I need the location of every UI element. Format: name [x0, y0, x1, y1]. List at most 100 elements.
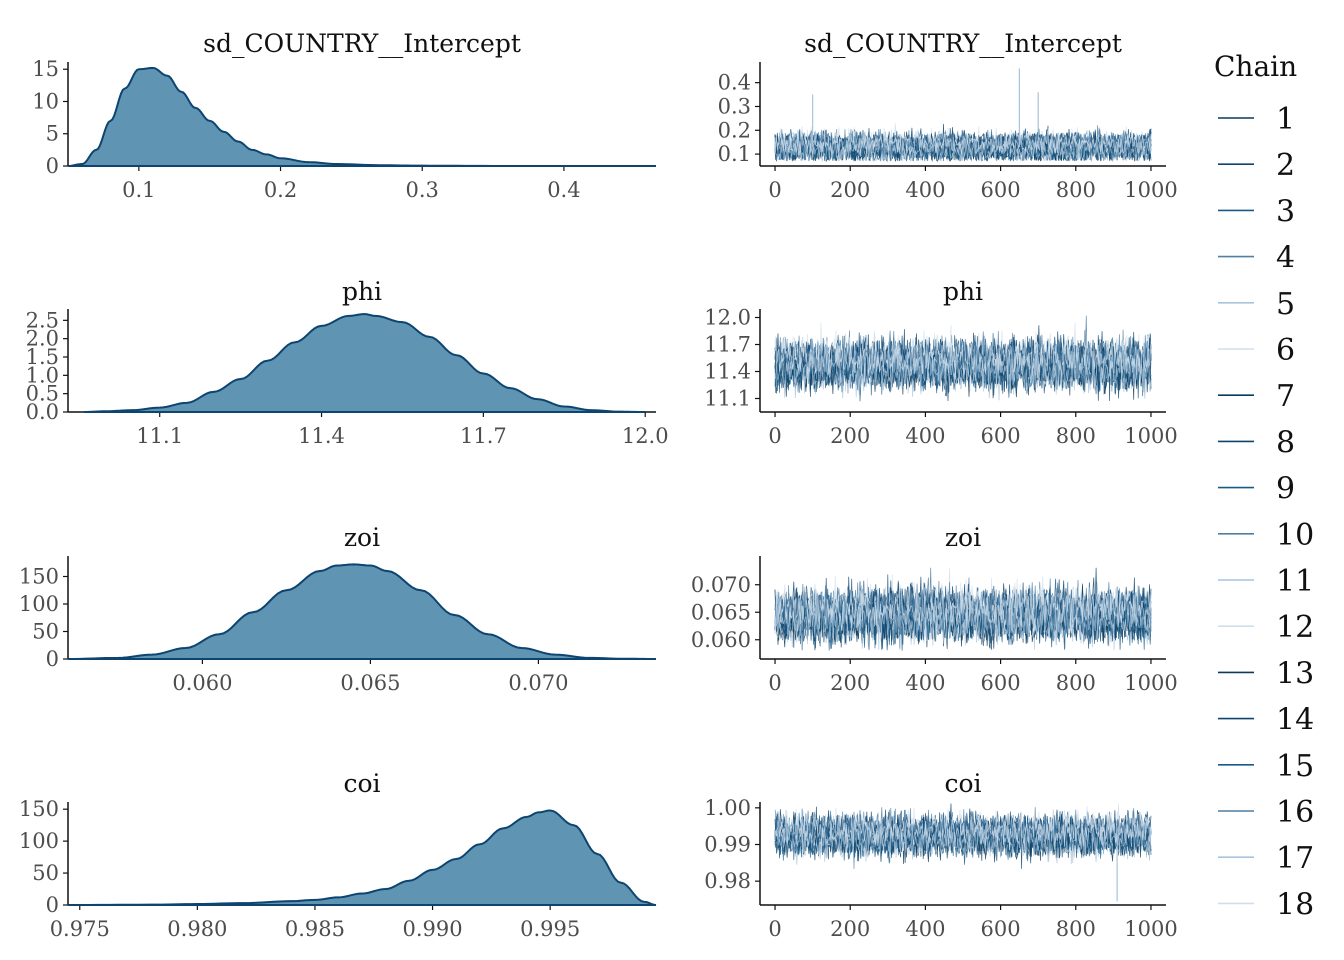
x-tick-label: 400	[905, 178, 945, 202]
y-tick-label: 100	[19, 829, 59, 853]
x-tick-label: 0.990	[402, 917, 462, 941]
trace-lines	[775, 316, 1151, 402]
legend-label-4: 4	[1276, 241, 1295, 276]
density-panel-2: phi0.00.51.01.52.02.511.1 11.4 11.7 12.0	[26, 277, 669, 448]
legend-label-3: 3	[1276, 194, 1295, 229]
y-tick-label: 10	[32, 89, 59, 113]
legend-label-1: 1	[1276, 102, 1295, 137]
x-tick-label: 0	[768, 917, 781, 941]
legend-label-14: 14	[1276, 703, 1314, 738]
x-tick-label: 600	[981, 178, 1021, 202]
x-tick-label: 600	[981, 917, 1021, 941]
y-tick-label: 0.4	[718, 71, 751, 95]
y-tick-label: 11.1	[704, 387, 751, 411]
x-tick-label: 200	[830, 671, 870, 695]
x-tick-label: 0.985	[285, 917, 345, 941]
x-tick-label: 0	[768, 671, 781, 695]
trace-lines	[775, 568, 1151, 651]
x-tick-label: 1000	[1124, 424, 1177, 448]
legend-label-18: 18	[1276, 887, 1314, 922]
trace-lines	[775, 68, 1151, 161]
x-tick-label: 600	[981, 671, 1021, 695]
panel-title-3: phi	[943, 277, 983, 306]
y-tick-label: 0.070	[691, 573, 751, 597]
panel-title-4: zoi	[344, 523, 380, 552]
x-tick-label: 11.4	[298, 424, 345, 448]
trace-panel-1: sd_COUNTRY__Intercept 0.10.20.30.4 0 200 400…	[718, 29, 1178, 202]
x-tick-label: 1000	[1124, 671, 1177, 695]
legend-label-15: 15	[1276, 749, 1314, 784]
x-tick-label: 400	[905, 424, 945, 448]
density-area	[68, 564, 656, 659]
y-tick-label: 0.98	[704, 869, 751, 893]
y-tick-label: 0.3	[718, 94, 751, 118]
trace-lines	[775, 804, 1151, 902]
x-tick-label: 800	[1056, 917, 1096, 941]
y-tick-label: 11.4	[704, 360, 751, 384]
x-tick-label: 0.4	[547, 178, 580, 202]
x-tick-label: 0.995	[520, 917, 580, 941]
y-tick-label: 1.00	[704, 796, 751, 820]
x-tick-label: 0.980	[167, 917, 227, 941]
y-tick-label: 50	[32, 620, 59, 644]
panel-title-0: sd_COUNTRY__Intercept	[203, 29, 521, 58]
x-tick-label: 200	[830, 424, 870, 448]
x-tick-label: 11.1	[136, 424, 183, 448]
legend-label-2: 2	[1276, 148, 1295, 183]
legend-label-8: 8	[1276, 425, 1295, 460]
legend-label-17: 17	[1276, 841, 1314, 876]
x-tick-label: 11.7	[460, 424, 507, 448]
x-tick-label: 800	[1056, 178, 1096, 202]
y-tick-label: 0.99	[704, 833, 751, 857]
x-tick-label: 0	[768, 424, 781, 448]
legend-label-12: 12	[1276, 610, 1314, 645]
density-area	[84, 314, 645, 412]
x-tick-label: 400	[905, 917, 945, 941]
x-tick-label: 800	[1056, 671, 1096, 695]
y-tick-label: 2.5	[26, 308, 59, 332]
trace-panel-5: zoi 0.060 0.065 0.070 0 200 400 600 800 1000	[691, 523, 1178, 695]
y-tick-label: 0.060	[691, 628, 751, 652]
x-tick-label: 0.3	[406, 178, 439, 202]
y-tick-label: 0	[46, 154, 59, 178]
legend-label-7: 7	[1276, 379, 1295, 414]
legend-label-9: 9	[1276, 472, 1295, 507]
panel-title-5: zoi	[945, 523, 981, 552]
x-tick-label: 800	[1056, 424, 1096, 448]
panel-title-1: sd_COUNTRY__Intercept	[804, 29, 1122, 58]
legend: Chain123456789101112131415161718	[1214, 50, 1314, 922]
y-tick-label: 11.7	[704, 333, 751, 357]
x-tick-label: 1000	[1124, 178, 1177, 202]
y-tick-label: 150	[19, 797, 59, 821]
x-tick-label: 200	[830, 178, 870, 202]
trace-panel-3: phi 11.1 11.4 11.7 12.0 0 200 400 600 800 1000	[704, 277, 1177, 448]
x-tick-label: 0.065	[340, 671, 400, 695]
y-tick-label: 0	[46, 647, 59, 671]
legend-label-13: 13	[1276, 656, 1314, 691]
x-tick-label: 1000	[1124, 917, 1177, 941]
x-tick-label: 0.060	[172, 671, 232, 695]
x-tick-label: 0.975	[50, 917, 110, 941]
density-panel-6: coi 0 50 100 150 0.975 0.980 0.985 0.990 0.995	[19, 769, 656, 941]
density-area	[68, 68, 656, 166]
legend-label-16: 16	[1276, 795, 1314, 830]
y-tick-label: 15	[32, 57, 59, 81]
y-tick-label: 0.2	[718, 118, 751, 142]
y-tick-label: 0	[46, 893, 59, 917]
y-tick-label: 100	[19, 592, 59, 616]
x-tick-label: 0	[768, 178, 781, 202]
panel-title-7: coi	[944, 769, 981, 798]
density-panel-0: sd_COUNTRY__Intercept 0 5 10 15 0.1 0.2 0.3 0.4	[32, 29, 656, 202]
density-panel-4: zoi 0 50 100 150 0.060 0.065 0.070	[19, 523, 656, 695]
y-tick-label: 5	[46, 122, 59, 146]
x-tick-label: 0.070	[508, 671, 568, 695]
legend-label-5: 5	[1276, 287, 1295, 322]
y-tick-label: 0.065	[691, 600, 751, 624]
legend-label-10: 10	[1276, 518, 1314, 553]
x-tick-label: 600	[981, 424, 1021, 448]
y-tick-label: 0.1	[718, 142, 751, 166]
y-tick-label: 50	[32, 861, 59, 885]
x-tick-label: 400	[905, 671, 945, 695]
density-area	[68, 810, 656, 905]
